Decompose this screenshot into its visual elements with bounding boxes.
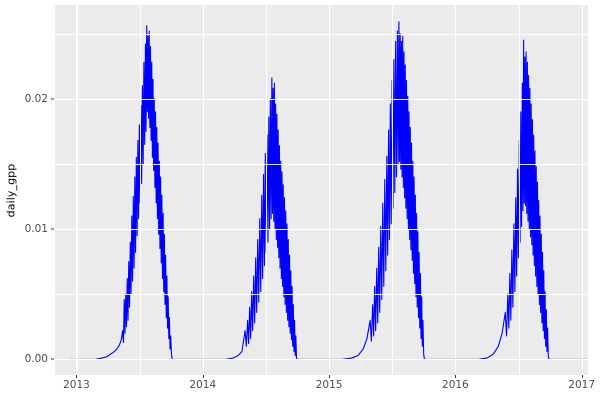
gridline-minor-horizontal: [55, 294, 588, 295]
x-axis-tick-labels: 2013 2014 2015 2016 2017: [55, 379, 595, 397]
gridline-major-vertical: [455, 5, 457, 375]
gridline-minor-vertical: [139, 5, 141, 375]
gridline-minor-horizontal: [55, 163, 588, 165]
gridline-minor-vertical: [392, 5, 393, 375]
y-axis-tick-mark: [51, 358, 54, 360]
x-axis-tick-mark: [76, 375, 78, 378]
y-axis-tick-label: 0.00: [24, 353, 48, 366]
y-axis-tick-mark: [51, 228, 54, 230]
gridline-minor-horizontal: [55, 33, 588, 35]
y-axis-tick-label: 0.02: [24, 92, 48, 105]
x-axis-tick-mark: [202, 375, 204, 378]
x-axis-tick-mark: [581, 375, 583, 378]
gridline-minor-vertical: [265, 5, 267, 375]
x-axis-tick-mark: [329, 375, 331, 378]
gridline-minor-vertical: [518, 5, 520, 375]
gridline-major-vertical: [581, 5, 583, 375]
y-axis-tick-marks: [0, 0, 54, 400]
gridline-major-vertical: [202, 5, 204, 375]
x-axis-tick-label: 2013: [63, 379, 90, 391]
x-axis-tick-mark: [455, 375, 457, 378]
x-axis-tick-label: 2017: [568, 379, 596, 391]
y-axis-tick-mark: [51, 98, 54, 100]
gridline-major-vertical: [329, 5, 331, 375]
series-daily-gpp: [69, 21, 588, 360]
y-axis-tick-labels: 0.00 0.01 0.02: [0, 0, 48, 400]
gridline-major-horizontal: [55, 359, 588, 361]
x-axis-tick-marks: [55, 375, 588, 379]
series-line-path: [69, 21, 588, 360]
x-axis-tick-label: 2014: [189, 379, 217, 391]
x-axis-tick-label: 2016: [442, 379, 469, 391]
x-axis-tick-label: 2015: [315, 379, 343, 391]
gridline-major-vertical: [76, 5, 78, 375]
gridline-major-horizontal: [55, 98, 588, 100]
gridline-major-horizontal: [55, 229, 588, 231]
y-axis-tick-label: 0.01: [24, 223, 48, 236]
plot-panel: [55, 5, 588, 375]
